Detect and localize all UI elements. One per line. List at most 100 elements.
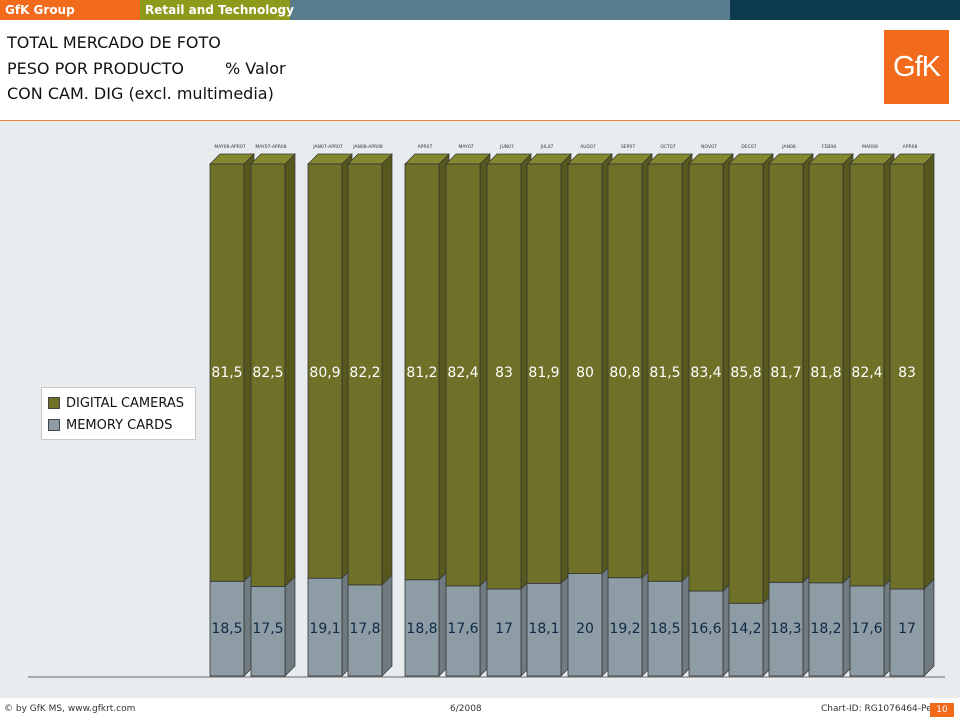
value-label-digital-cameras: 80,9 [309, 365, 340, 381]
category-label: MAY07 [458, 144, 473, 150]
value-label-memory-cards: 18,5 [211, 621, 242, 637]
bar-digital-cameras [209, 163, 245, 582]
value-label-digital-cameras: 82,2 [349, 365, 380, 381]
bar-digital-cameras [647, 163, 683, 582]
legend-label-memory-cards: MEMORY CARDS [66, 417, 173, 433]
value-label-digital-cameras: 81,5 [649, 365, 680, 381]
title-line-2: PESO POR PRODUCTO [7, 58, 184, 78]
value-label-memory-cards: 19,1 [309, 621, 340, 637]
category-label: JUL07 [540, 144, 554, 150]
division-label: Retail and Technology [140, 0, 294, 20]
footer-date: 6/2008 [450, 704, 482, 714]
legend-label-digital-cameras: DIGITAL CAMERAS [66, 395, 185, 411]
bar-side-digital-cameras [923, 153, 935, 590]
bar-memory-cards [404, 579, 440, 677]
value-label-memory-cards: 17,5 [252, 621, 283, 637]
bar-digital-cameras [849, 163, 885, 587]
value-label-memory-cards: 17 [495, 621, 513, 637]
category-label: NOV07 [701, 144, 717, 150]
legend-swatch-digital-cameras [48, 397, 60, 409]
category-label: JAN07-APR07 [312, 144, 343, 150]
category-label: JAN08 [781, 144, 796, 150]
value-label-digital-cameras: 82,4 [851, 365, 882, 381]
value-label-memory-cards: 17,6 [447, 621, 478, 637]
bar-digital-cameras [307, 163, 343, 579]
legend-item-memory-cards: MEMORY CARDS [48, 417, 172, 433]
value-label-digital-cameras: 85,8 [730, 365, 761, 381]
bar-digital-cameras [347, 163, 383, 586]
value-label-memory-cards: 18,3 [770, 621, 801, 637]
bar-memory-cards [728, 602, 764, 677]
bar-digital-cameras [728, 163, 764, 604]
category-label: OCT07 [660, 144, 675, 150]
value-label-digital-cameras: 83 [898, 365, 916, 381]
bar-digital-cameras [768, 163, 804, 583]
bar-memory-cards [808, 582, 844, 677]
value-label-memory-cards: 17 [898, 621, 916, 637]
bar-memory-cards [347, 584, 383, 677]
value-label-memory-cards: 18,8 [406, 621, 437, 637]
bar-side-memory-cards [381, 574, 393, 677]
legend-item-digital-cameras: DIGITAL CAMERAS [48, 395, 184, 411]
header-divider [0, 120, 960, 121]
title-line-3: CON CAM. DIG (excl. multimedia) [7, 84, 274, 103]
chart-legend: DIGITAL CAMERAS MEMORY CARDS [41, 387, 196, 440]
bar-digital-cameras [567, 163, 603, 575]
brand-label: GfK Group [0, 0, 140, 20]
bar-memory-cards [607, 577, 643, 677]
footer-copyright: © by GfK MS, www.gfkrt.com [4, 704, 136, 714]
bar-digital-cameras [808, 163, 844, 584]
bar-side-memory-cards [284, 575, 296, 677]
bar-digital-cameras [404, 163, 440, 581]
top-bar: GfK Group Retail and Technology [0, 0, 960, 20]
value-label-digital-cameras: 80 [576, 365, 594, 381]
category-label: JUN07 [499, 144, 514, 150]
bar-memory-cards [567, 573, 603, 677]
title-line-1: TOTAL MERCADO DE FOTO [7, 33, 221, 52]
legend-swatch-memory-cards [48, 419, 60, 431]
value-label-memory-cards: 18,5 [649, 621, 680, 637]
category-label: FEB08 [822, 144, 836, 150]
value-label-digital-cameras: 80,8 [609, 365, 640, 381]
category-label: AUG07 [580, 144, 596, 150]
value-label-memory-cards: 16,6 [690, 621, 721, 637]
bar-memory-cards [307, 577, 343, 677]
bar-memory-cards [445, 585, 481, 677]
stacked-bar-chart: MAY06-APR07 81,5 18,5 MAY07-APR08 82,5 17,5 JA… [28, 144, 945, 678]
bar-memory-cards [486, 588, 522, 677]
value-label-digital-cameras: 82,5 [252, 365, 283, 381]
bar-memory-cards [889, 588, 925, 677]
bar-memory-cards [688, 590, 724, 677]
page-number: 10 [930, 703, 954, 717]
category-label: APR07 [418, 144, 433, 150]
value-label-digital-cameras: 82,4 [447, 365, 478, 381]
bar-memory-cards [647, 580, 683, 677]
value-label-digital-cameras: 81,5 [211, 365, 242, 381]
value-label-digital-cameras: 83,4 [690, 365, 721, 381]
value-label-memory-cards: 20 [576, 621, 594, 637]
value-label-memory-cards: 18,1 [528, 621, 559, 637]
bar-side-memory-cards [923, 578, 935, 677]
bar-side-digital-cameras [284, 153, 296, 588]
title-unit: % Valor [225, 58, 286, 78]
footer-chart-id: Chart-ID: RG1076464-Peso [821, 704, 942, 714]
category-label: SEP07 [621, 144, 635, 150]
bar-digital-cameras [486, 163, 522, 590]
bar-digital-cameras [607, 163, 643, 579]
gfk-logo: GfK [884, 30, 949, 104]
top-bar-dark-segment [730, 0, 960, 20]
category-label: MAY06-APR07 [214, 144, 245, 150]
value-label-digital-cameras: 81,7 [770, 365, 801, 381]
bar-side-digital-cameras [381, 153, 393, 586]
bar-memory-cards [849, 585, 885, 677]
bar-digital-cameras [250, 163, 286, 587]
value-label-memory-cards: 14,2 [730, 621, 761, 637]
value-label-memory-cards: 17,8 [349, 621, 380, 637]
bar-memory-cards [768, 581, 804, 677]
bar-digital-cameras [526, 163, 562, 584]
bar-digital-cameras [688, 163, 724, 592]
bar-digital-cameras [889, 163, 925, 590]
category-label: MAY07-APR08 [255, 144, 286, 150]
bar-memory-cards [209, 580, 245, 677]
bar-digital-cameras [445, 163, 481, 587]
